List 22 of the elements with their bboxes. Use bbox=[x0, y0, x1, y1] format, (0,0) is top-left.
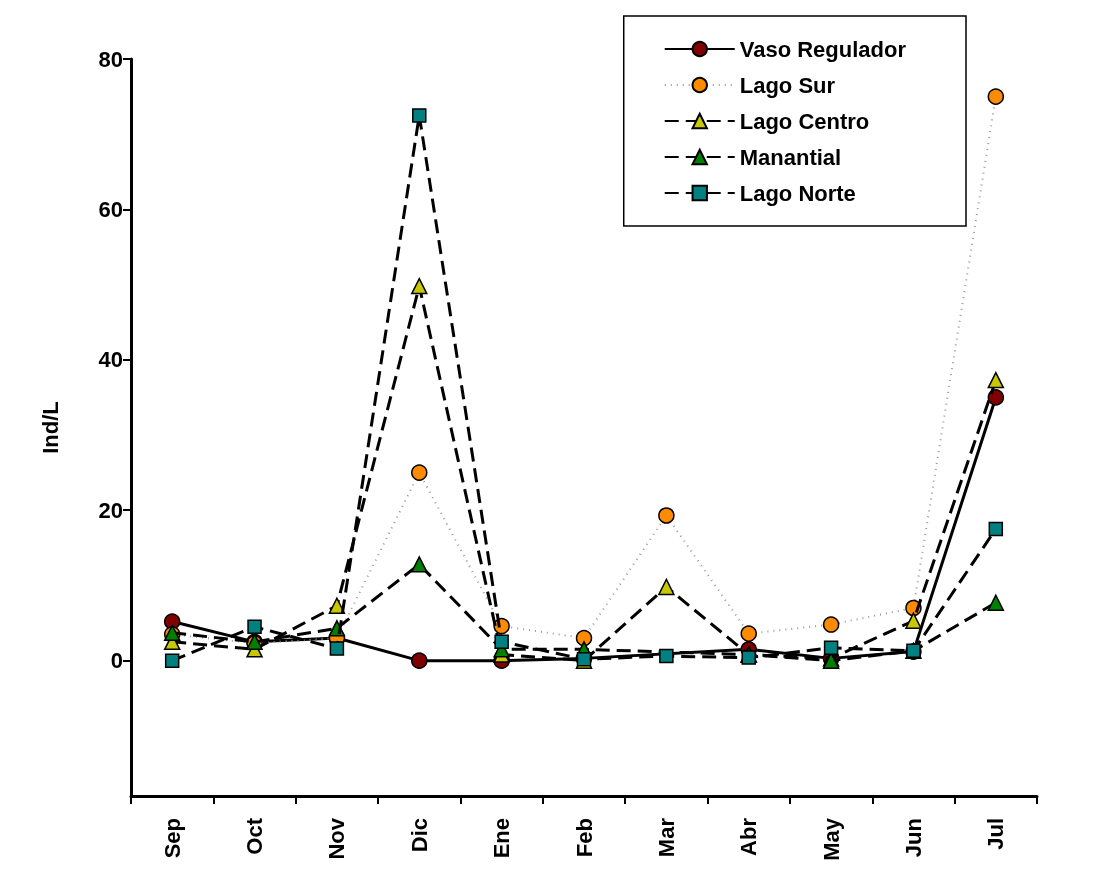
y-axis-title: Ind/L bbox=[37, 401, 63, 454]
legend-label: Lago Sur bbox=[739, 72, 836, 98]
x-tick-label: Nov bbox=[324, 817, 350, 860]
y-tick-label: 40 bbox=[98, 347, 123, 373]
legend-label: Vaso Regulador bbox=[739, 36, 907, 62]
x-tick-label: Dic bbox=[406, 818, 432, 853]
x-tick-label: May bbox=[818, 817, 844, 861]
x-tick-label: Mar bbox=[653, 817, 679, 858]
y-tick-label: 0 bbox=[110, 648, 123, 674]
x-tick-label: Jun bbox=[900, 818, 926, 858]
x-tick-label: Sep bbox=[159, 818, 185, 859]
y-tick-label: 80 bbox=[98, 46, 123, 72]
y-tick-label: 60 bbox=[98, 196, 123, 222]
x-tick-label: Abr bbox=[736, 817, 762, 856]
legend-label: Manantial bbox=[739, 144, 842, 170]
x-tick-label: Feb bbox=[571, 818, 597, 858]
y-tick-label: 20 bbox=[98, 497, 123, 523]
x-tick-label: Jul bbox=[983, 818, 1009, 850]
x-tick-label: Oct bbox=[242, 817, 268, 855]
legend-label: Lago Centro bbox=[739, 108, 870, 134]
x-tick-label: Ene bbox=[489, 818, 515, 859]
legend-label: Lago Norte bbox=[739, 180, 856, 206]
